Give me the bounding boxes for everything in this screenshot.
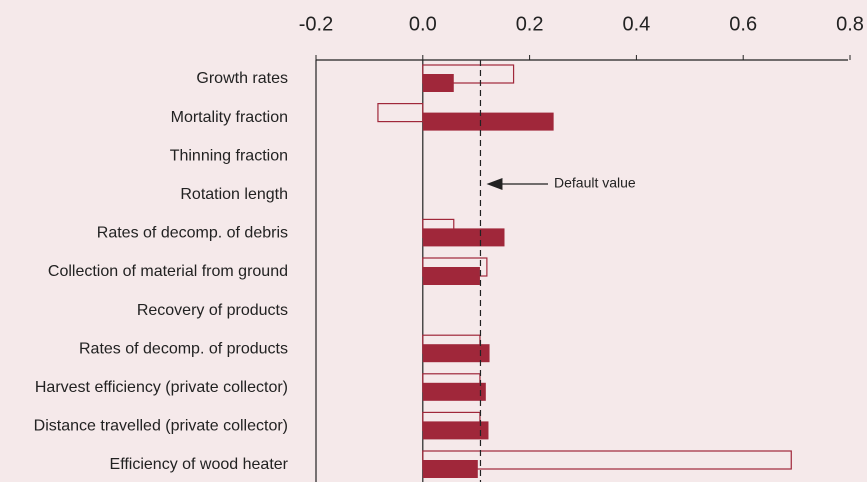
bar-outline <box>422 450 792 470</box>
y-tick-label: Rates of decomp. of debris <box>97 225 288 242</box>
x-tick-label: 0.4 <box>622 13 650 35</box>
y-tick-label: Harvest efficiency (private collector) <box>35 379 288 396</box>
y-tick-label: Recovery of products <box>137 302 288 319</box>
x-tick-label: 0.0 <box>409 13 437 35</box>
y-tick-label: Efficiency of wood heater <box>110 456 289 473</box>
bar <box>422 382 486 401</box>
x-tick-label: 0.2 <box>516 13 544 35</box>
y-tick-label: Collection of material from ground <box>48 263 288 280</box>
y-tick-label: Distance travelled (private collector) <box>34 418 288 435</box>
bar <box>422 460 478 478</box>
y-tick-label: Rates of decomp. of products <box>79 340 288 357</box>
bar <box>422 228 505 247</box>
arrow-head <box>486 178 503 190</box>
bar <box>422 421 489 440</box>
x-tick-label: -0.2 <box>299 13 333 35</box>
bar <box>422 112 554 131</box>
bar-outline <box>377 102 424 123</box>
y-tick-label: Rotation length <box>180 186 288 203</box>
y-tick-label: Thinning fraction <box>170 147 288 164</box>
bar <box>422 344 490 363</box>
y-tick-label: Growth rates <box>196 70 288 87</box>
y-tick-label: Mortality fraction <box>171 109 288 126</box>
x-tick-label: 0.8 <box>836 13 864 35</box>
x-tick-label: 0.6 <box>729 13 757 35</box>
annotation: Default value <box>554 175 636 191</box>
bar <box>422 267 480 285</box>
bar <box>422 74 454 92</box>
